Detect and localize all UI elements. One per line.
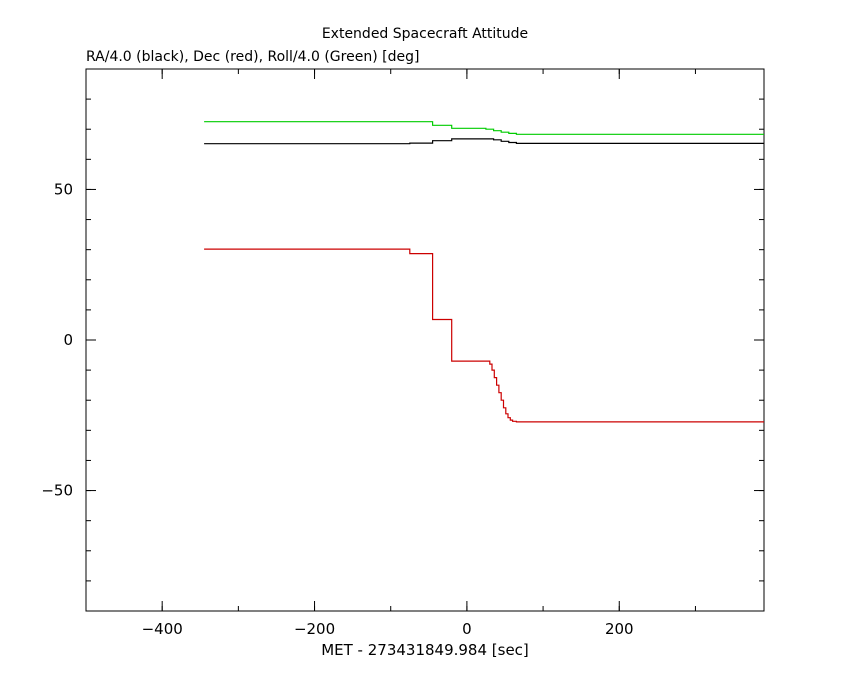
chart-subtitle: RA/4.0 (black), Dec (red), Roll/4.0 (Gre… [86, 49, 419, 65]
chart-title: Extended Spacecraft Attitude [322, 26, 528, 42]
plot-frame [85, 68, 765, 612]
x-tick-label: 200 [605, 620, 634, 638]
x-axis-label: MET - 273431849.984 [sec] [321, 641, 529, 659]
x-tick-label: 0 [462, 620, 472, 638]
series-line-2 [204, 248, 764, 423]
data-series [204, 121, 764, 423]
y-tick-label: −50 [41, 482, 73, 500]
series-line-1 [204, 138, 764, 145]
y-tick-label: 0 [63, 331, 73, 349]
axis-ticks [85, 68, 764, 612]
x-tick-label: −200 [294, 620, 335, 638]
series-line-0 [204, 121, 764, 135]
plot-frame-group [85, 68, 765, 612]
y-tick-label: 50 [54, 180, 73, 198]
tick-labels: −400 −200 0 200 −50 0 50 [41, 180, 633, 638]
x-tick-label: −400 [142, 620, 183, 638]
